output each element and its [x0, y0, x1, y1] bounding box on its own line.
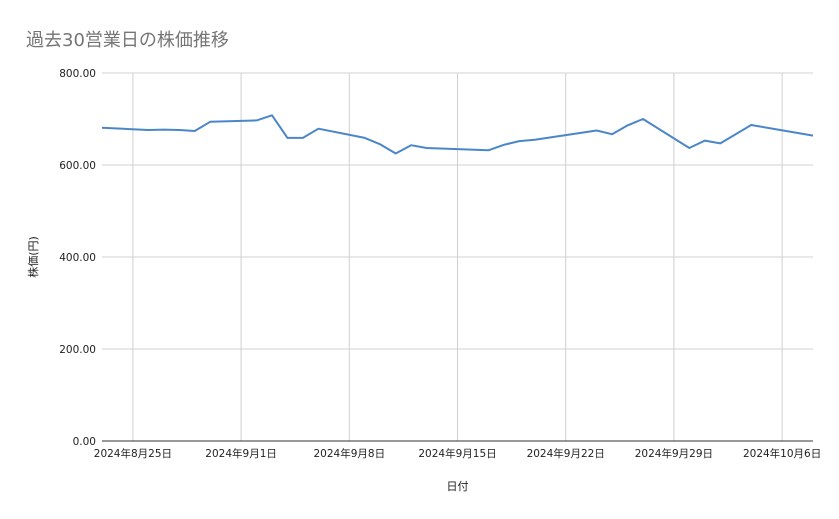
y-axis-title: 株価(円)	[26, 236, 40, 278]
y-tick-label: 800.00	[59, 68, 96, 80]
series-line	[101, 114, 814, 155]
y-axis-tick-labels: 0.00 200.00 400.00 600.00 800.00	[59, 68, 96, 448]
chart-title: 過去30営業日の株価推移	[26, 30, 229, 51]
y-tick-label: 600.00	[59, 160, 96, 172]
x-tick-label: 2024年9月8日	[314, 447, 386, 460]
x-axis-title: 日付	[447, 480, 469, 493]
x-tick-label: 2024年9月29日	[635, 447, 713, 460]
y-tick-label: 400.00	[59, 252, 96, 264]
x-tick-label: 2024年10月6日	[743, 447, 821, 460]
x-tick-label: 2024年9月15日	[418, 447, 496, 460]
x-tick-label: 2024年8月25日	[94, 447, 172, 460]
x-tick-label: 2024年9月22日	[527, 447, 605, 460]
y-tick-label: 0.00	[73, 436, 96, 448]
x-tick-label: 2024年9月1日	[205, 447, 277, 460]
y-tick-label: 200.00	[59, 344, 96, 356]
x-axis-tick-labels: 2024年8月25日 2024年9月1日 2024年9月8日 2024年9月15日 20…	[94, 447, 821, 460]
horizontal-gridlines	[102, 72, 813, 350]
